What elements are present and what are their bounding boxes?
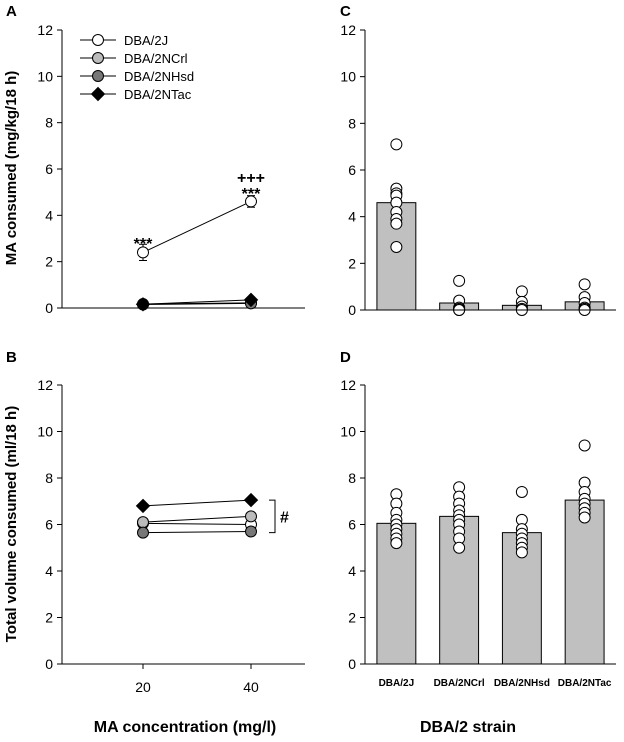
individual-point-d-dba-2nhsd-0 [515,485,528,498]
ylabel-panel-a: MA consumed (mg/kg/18 h) [3,71,20,265]
y-tick-label-d-12: 12 [340,377,356,393]
panel-label-d: D [340,349,351,366]
y-tick-label-b-2: 2 [45,610,53,626]
y-tick-label-a-10: 10 [37,68,53,84]
x-tick-label-b-40: 40 [243,679,259,695]
series-line-a-dba-2nhsd [142,302,252,306]
legend-marker-dba-2ntac [90,86,106,102]
y-tick-label-d-10: 10 [340,424,356,440]
plots-layer: 024681012******+++DBA/2JDBA/2NCrlDBA/2NH… [37,22,616,695]
individual-point-d-dba-2ntac-0 [578,439,591,452]
significance-bracket-b [269,499,276,534]
bar-d-dba-2ntac [564,499,605,665]
y-tick-label-a-8: 8 [45,115,53,131]
series-line-a-dba-2j [142,200,252,253]
series-line-b-dba-2ncrl [142,515,252,523]
xlabel-left: MA concentration (mg/l) [94,719,277,736]
legend-label-dba-2nhsd: DBA/2NHsd [124,69,194,84]
y-tick-label-b-8: 8 [45,470,53,486]
data-point-b-dba-2ntac-20 [135,498,151,514]
data-point-a-dba-2j-40 [245,195,257,208]
data-point-a-dba-2ntac-40 [243,292,259,308]
legend-marker-dba-2nhsd [92,70,104,82]
individual-point-d-dba-2ntac-7 [578,511,591,524]
data-point-b-dba-2ntac-40 [243,492,259,508]
y-tick-label-a-12: 12 [37,22,53,38]
y-tick-label-a-4: 4 [45,207,53,223]
legend-label-dba-2j: DBA/2J [124,33,168,48]
individual-point-c-dba-2j-7 [390,217,403,230]
series-line-b-dba-2nhsd [142,530,252,534]
legend-marker-dba-2ncrl [92,52,104,64]
y-tick-label-d-8: 8 [348,470,356,486]
significance-annotation-a-2: +++ [237,170,265,187]
panel-label-c: C [340,3,351,20]
individual-point-d-dba-2j-8 [390,537,403,550]
individual-point-d-dba-2ncrl-9 [453,541,466,554]
individual-point-c-dba-2j-0 [390,138,403,151]
legend-label-dba-2ncrl: DBA/2NCrl [124,51,188,66]
data-point-a-dba-2ntac-20 [135,297,151,312]
y-tick-label-c-2: 2 [348,255,356,271]
y-tick-label-d-0: 0 [348,656,356,672]
x-tick-label-b-20: 20 [135,679,151,695]
ylabel-panel-b: Total volume consumed (ml/18 h) [3,406,20,642]
data-point-a-dba-2j-20 [137,246,149,259]
y-tick-label-b-12: 12 [37,377,53,393]
xlabel-right: DBA/2 strain [420,719,516,736]
individual-point-c-dba-2j-8 [390,241,403,253]
data-point-b-dba-2ncrl-40 [245,510,257,523]
y-tick-label-a-0: 0 [45,300,53,316]
panel-label-b: B [6,349,17,366]
category-label-d-dba-2j: DBA/2J [379,678,415,689]
data-point-b-dba-2nhsd-40 [245,525,257,538]
category-label-d-dba-2ntac: DBA/2NTac [558,678,612,689]
y-tick-label-d-2: 2 [348,610,356,626]
y-tick-label-b-0: 0 [45,656,53,672]
individual-point-d-dba-2nhsd-7 [515,546,528,559]
category-label-d-dba-2nhsd: DBA/2NHsd [494,678,550,689]
y-tick-label-c-10: 10 [340,69,356,85]
y-tick-label-c-12: 12 [340,22,356,38]
y-tick-label-d-4: 4 [348,563,356,579]
series-line-b-dba-2j [142,522,252,525]
y-tick-label-a-2: 2 [45,254,53,270]
series-line-a-dba-2ntac [142,299,252,305]
y-tick-label-c-4: 4 [348,209,356,225]
y-tick-label-a-6: 6 [45,161,53,177]
y-tick-label-c-6: 6 [348,162,356,178]
significance-annotation-a-1: *** [242,186,261,203]
y-tick-label-b-6: 6 [45,517,53,533]
individual-point-c-dba-2ntac-0 [578,278,591,291]
y-tick-label-b-10: 10 [37,424,53,440]
y-tick-label-d-6: 6 [348,517,356,533]
individual-point-c-dba-2ncrl-0 [453,274,466,287]
individual-point-c-dba-2nhsd-0 [515,285,528,298]
y-tick-label-b-4: 4 [45,563,53,579]
panel-label-a: A [6,3,17,20]
data-point-b-dba-2nhsd-20 [137,526,149,539]
data-point-b-dba-2ncrl-20 [137,516,149,529]
category-label-d-dba-2ncrl: DBA/2NCrl [434,678,485,689]
y-tick-label-c-0: 0 [348,302,356,318]
series-line-b-dba-2ntac [142,499,252,507]
legend-label-dba-2ntac: DBA/2NTac [124,87,192,102]
significance-annotation-a-0: *** [134,236,153,253]
bracket-label-b: # [280,509,289,526]
legend-marker-dba-2j [92,34,104,46]
y-tick-label-c-8: 8 [348,115,356,131]
